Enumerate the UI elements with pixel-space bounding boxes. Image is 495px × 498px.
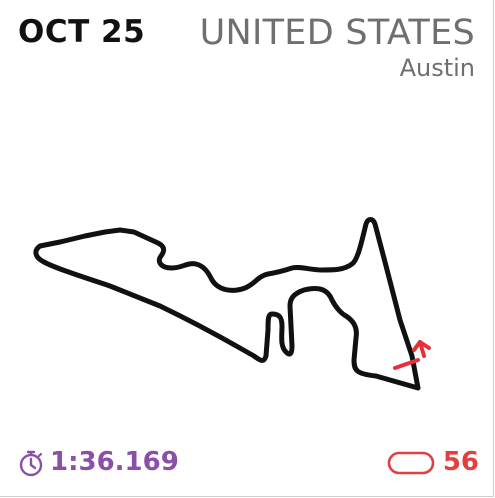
lap-loop-icon: [387, 450, 435, 476]
lap-record-value: 1:36.169: [50, 447, 179, 478]
lap-count-value: 56: [443, 447, 479, 478]
lap-record: 1:36.169: [16, 447, 179, 478]
stopwatch-icon: [16, 448, 46, 478]
lap-count: 56: [387, 447, 479, 478]
circuit-outline: [36, 220, 418, 389]
